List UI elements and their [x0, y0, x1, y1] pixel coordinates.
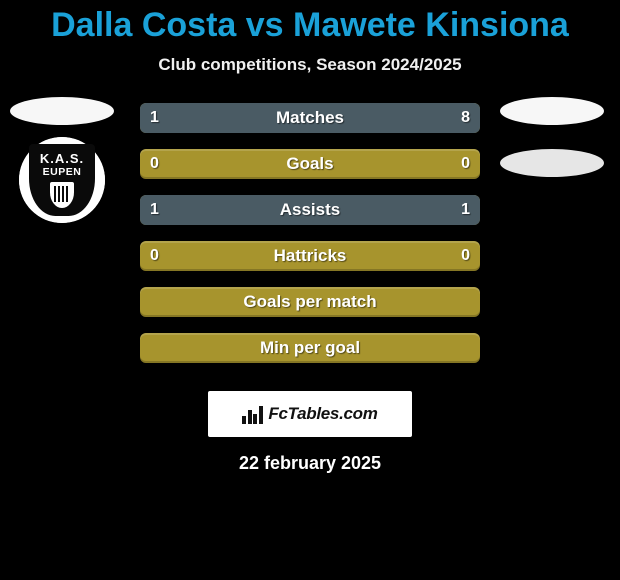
stat-bar: Goals0 0 — [140, 149, 480, 179]
stat-bars: Matches18Goals00Assists11Hattricks00Goal… — [140, 103, 480, 379]
page-title: Dalla Costa vs Mawete Kinsiona — [0, 0, 620, 45]
stat-label: Min per goal — [140, 333, 480, 363]
logo-bar-icon — [259, 406, 263, 424]
stat-label: Goals per match — [140, 287, 480, 317]
club-name-line1: K.A.S. — [40, 152, 84, 165]
stat-value-right: 8 — [461, 103, 470, 133]
page-subtitle: Club competitions, Season 2024/2025 — [0, 55, 620, 75]
snapshot-date: 22 february 2025 — [0, 453, 620, 474]
stat-value-right: 0 — [461, 149, 470, 179]
comparison-card: Dalla Costa vs Mawete Kinsiona Club comp… — [0, 0, 620, 580]
stat-bar: Min per goal — [140, 333, 480, 363]
source-badge: FcTables.com — [208, 391, 412, 437]
club-badge-left: K.A.S. EUPEN — [19, 137, 105, 223]
stat-bar: Assists1 1 — [140, 195, 480, 225]
stat-value-right: 0 — [461, 241, 470, 271]
club-name-line2: EUPEN — [43, 167, 82, 178]
player-photo-placeholder-left — [10, 97, 114, 125]
stat-bar: Goals per match — [140, 287, 480, 317]
stat-label: Goals — [140, 149, 480, 179]
stat-label: Assists — [140, 195, 480, 225]
stat-label: Hattricks — [140, 241, 480, 271]
logo-bar-icon — [253, 414, 257, 424]
player-photo-placeholder-right-2 — [500, 149, 604, 177]
logo-bar-icon — [242, 416, 246, 424]
stat-label: Matches — [140, 103, 480, 133]
left-player-column: K.A.S. EUPEN — [10, 97, 120, 223]
stat-value-right: 1 — [461, 195, 470, 225]
comparison-area: K.A.S. EUPEN Matches18Goals00Assists11Ha… — [0, 103, 620, 383]
fctables-logo: FcTables.com — [242, 404, 377, 424]
logo-bar-icon — [248, 410, 252, 424]
stat-bar: Matches1 8 — [140, 103, 480, 133]
logo-bars-icon — [242, 404, 264, 424]
stat-value-left: 0 — [150, 149, 159, 179]
player-photo-placeholder-right-1 — [500, 97, 604, 125]
club-shield-icon: K.A.S. EUPEN — [29, 144, 95, 216]
fctables-logo-text: FcTables.com — [268, 404, 377, 424]
stat-value-left: 1 — [150, 103, 159, 133]
club-crest-icon — [50, 182, 74, 208]
stat-bar: Hattricks0 0 — [140, 241, 480, 271]
right-player-column — [500, 97, 610, 177]
stat-value-left: 1 — [150, 195, 159, 225]
stat-value-left: 0 — [150, 241, 159, 271]
